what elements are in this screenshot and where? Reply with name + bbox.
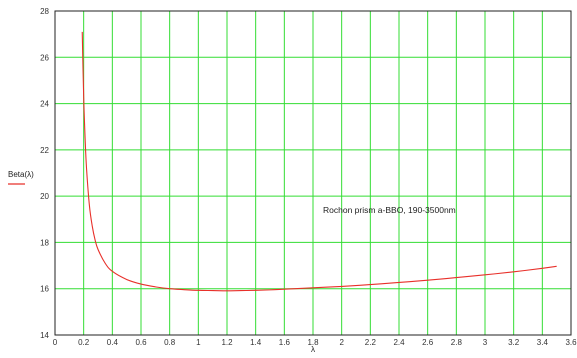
y-tick-label: 28 bbox=[40, 7, 49, 16]
x-tick-label: 1 bbox=[196, 338, 201, 347]
x-tick-label: 2.2 bbox=[365, 338, 377, 347]
y-tick-labels: 14 16 18 20 22 24 26 28 bbox=[40, 7, 49, 340]
y-tick-label: 22 bbox=[40, 146, 49, 155]
chart-annotation: Rochon prism a-BBO, 190-3500nm bbox=[323, 205, 456, 215]
x-tick-label: 1.6 bbox=[279, 338, 291, 347]
x-tick-label: 3.2 bbox=[508, 338, 520, 347]
plot-frame bbox=[54, 10, 572, 336]
series-line bbox=[81, 31, 557, 292]
y-tick-label: 20 bbox=[40, 192, 49, 201]
x-tick-label: 1.8 bbox=[307, 338, 319, 347]
x-tick-label: 1.4 bbox=[250, 338, 262, 347]
y-tick-label: 16 bbox=[40, 285, 49, 294]
x-tick-label: 3.4 bbox=[537, 338, 549, 347]
x-tick-label: 2 bbox=[339, 338, 344, 347]
x-tick-label: 2.6 bbox=[422, 338, 434, 347]
x-axis-label: λ bbox=[311, 345, 315, 354]
x-tick-label: 0 bbox=[53, 338, 58, 347]
x-tick-label: 0.8 bbox=[164, 338, 176, 347]
x-tick-label: 0.6 bbox=[135, 338, 147, 347]
x-tick-label: 1.2 bbox=[221, 338, 233, 347]
y-tick-label: 18 bbox=[40, 238, 49, 247]
x-tick-label: 3 bbox=[483, 338, 488, 347]
x-tick-label: 2.4 bbox=[393, 338, 405, 347]
y-tick-label: 24 bbox=[40, 100, 49, 109]
x-tick-label: 0.4 bbox=[107, 338, 119, 347]
y-axis-label: Beta(λ) bbox=[8, 170, 34, 179]
y-tick-label: 26 bbox=[40, 53, 49, 62]
x-tick-label: 2.8 bbox=[451, 338, 463, 347]
x-tick-labels: 0 0.2 0.4 0.6 0.8 1 1.2 1.4 1.6 1.8 2 2.2 2.4 2.6 2.8 3… bbox=[53, 338, 577, 347]
y-tick-label: 14 bbox=[40, 331, 49, 340]
x-tick-label: 3.6 bbox=[565, 338, 577, 347]
x-tick-label: 0.2 bbox=[78, 338, 90, 347]
